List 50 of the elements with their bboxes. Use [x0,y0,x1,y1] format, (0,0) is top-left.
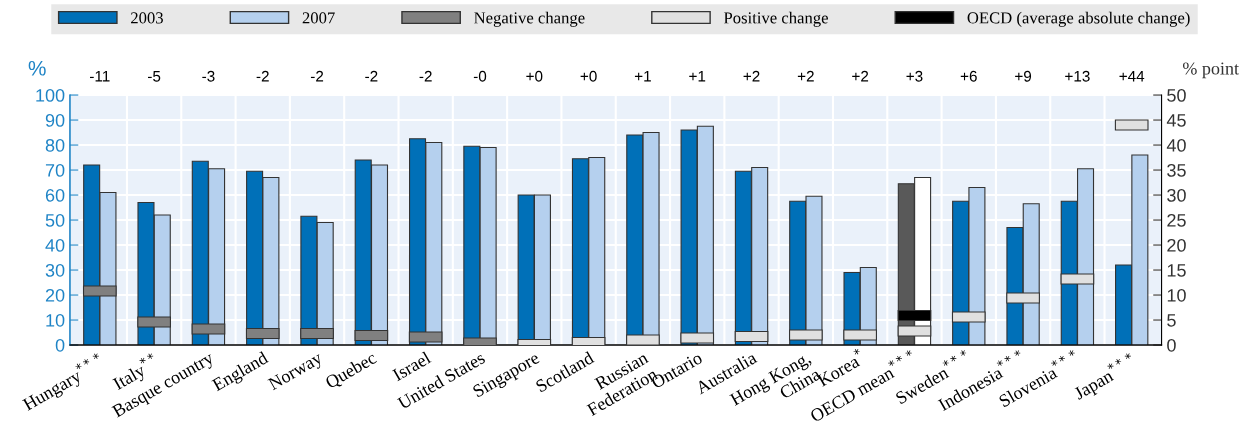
y-tick-label: 40 [45,238,65,252]
y-tick-label: 90 [45,113,65,127]
y2-tick-label: 25 [1167,213,1186,227]
x-tick-label: Hungary$^{***}$ [19,352,107,415]
y-tick-label: 30 [45,263,65,277]
y2-tick-label: 0 [1167,338,1176,352]
y2-tick-label: 40 [1166,138,1186,152]
text: +9 [1015,70,1032,82]
y-tick-label: 60 [45,188,65,202]
y2-tick-label: 20 [1167,238,1186,252]
text: +1 [689,70,706,82]
text: -0 [473,70,487,82]
text: -2 [256,70,269,82]
text: +1 [634,70,651,82]
y2-tick-label: 5 [1167,314,1176,327]
legend-label: Positive change [723,11,828,27]
legend-label: OECD (average absolute change) [967,11,1190,27]
text: +13 [1065,70,1090,82]
legend-label: 2007 [302,12,335,24]
text: -2 [365,70,378,82]
text: +2 [852,70,869,82]
text: +2 [743,70,760,82]
y2-tick-label: 45 [1166,114,1186,127]
text: +0 [526,70,543,82]
y-tick-label: 0 [55,338,65,352]
text: +2 [797,70,814,82]
text: -5 [148,70,161,82]
y-tick-label: 100 [36,88,65,102]
text: -11 [90,70,110,82]
y2-tick-label: 30 [1167,188,1186,202]
text: -2 [419,70,432,82]
legend-label: Negative change [474,11,585,27]
y-tick-label: 10 [46,313,65,327]
y2-tick-label: 50 [1167,88,1186,102]
text: +44 [1119,70,1145,82]
text: +0 [580,70,597,82]
text: -2 [310,70,324,82]
y2-tick-label: 10 [1167,288,1186,302]
y2-axis-title: % point [1182,62,1239,79]
y-axis-title: % [28,60,46,76]
legend-label: 2003 [131,12,163,24]
y-tick-label: 20 [45,288,65,302]
y-tick-label: 70 [45,163,65,177]
text: +6 [960,70,977,82]
y-tick-label: 50 [45,213,65,227]
y-tick-label: 80 [45,138,65,152]
text: +3 [906,70,923,82]
y2-tick-label: 15 [1167,264,1186,277]
y2-tick-label: 35 [1167,163,1186,177]
text: -3 [202,70,215,82]
